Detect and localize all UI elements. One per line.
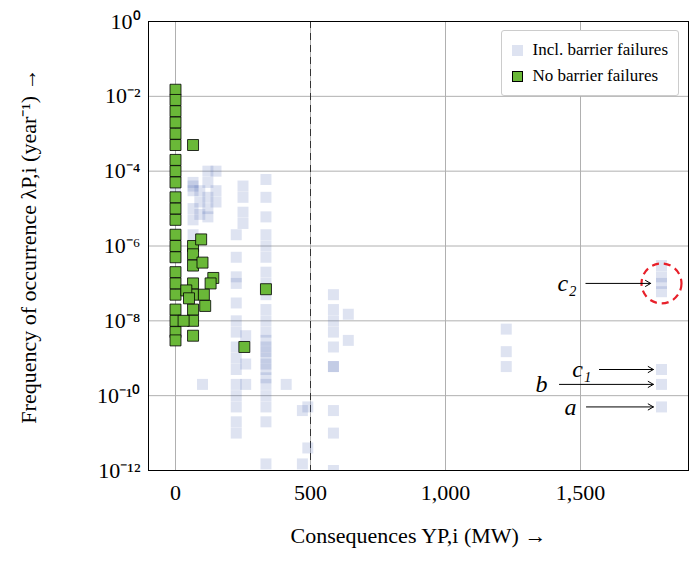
html-text:Incl. barrier failures: Incl. barrier failures <box>532 40 668 59</box>
svg-text:b: b <box>536 371 548 397</box>
svg-text:c₂: c₂ <box>558 270 577 296</box>
svg-text:1,500: 1,500 <box>556 480 606 505</box>
svg-text:10⁻¹⁰: 10⁻¹⁰ <box>97 383 141 408</box>
svg-text:10⁰: 10⁰ <box>111 9 141 34</box>
svg-text:10⁻¹²: 10⁻¹² <box>98 458 141 483</box>
svg-text:a: a <box>565 394 577 420</box>
html-text:No barrier failures: No barrier failures <box>532 66 659 85</box>
svg-text:c₁: c₁ <box>572 356 591 382</box>
svg-text:10⁻⁴: 10⁻⁴ <box>104 158 141 183</box>
svg-text:1,000: 1,000 <box>421 480 471 505</box>
svg-text:0: 0 <box>170 480 181 505</box>
svg-text:Frequency of occurrence λP,i (: Frequency of occurrence λP,i (year⁻¹) → <box>16 68 41 423</box>
svg-text:10⁻²: 10⁻² <box>105 83 141 108</box>
svg-text:10⁻⁸: 10⁻⁸ <box>104 308 141 333</box>
svg-text:500: 500 <box>294 480 327 505</box>
svg-text:10⁻⁶: 10⁻⁶ <box>104 233 141 258</box>
svg-text:Consequences YP,i (MW) →: Consequences YP,i (MW) → <box>291 523 547 548</box>
